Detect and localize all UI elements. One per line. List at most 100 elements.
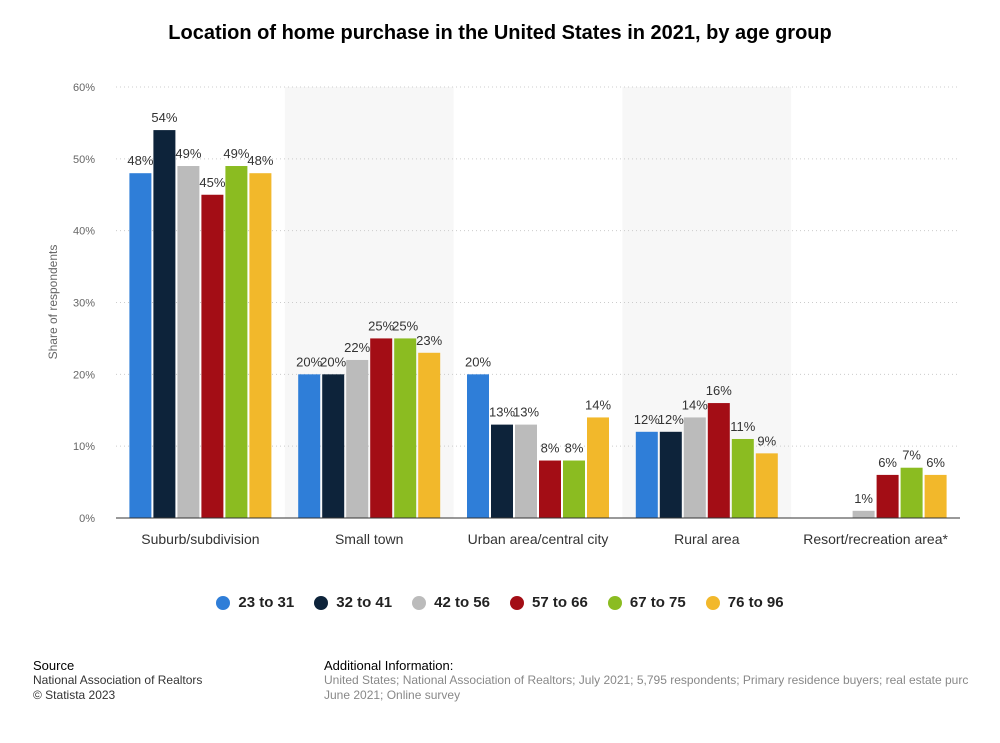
y-tick-label: 60% xyxy=(73,82,95,94)
bar xyxy=(346,359,369,518)
x-category-label: Resort/recreation area* xyxy=(803,531,948,547)
data-label: 22% xyxy=(344,340,370,355)
source-block: Source National Association of Realtors … xyxy=(33,658,202,703)
chart-plot: 0% 10% 20% 30% 40% 50% 60% Share of respondent… xyxy=(46,82,960,547)
additional-info-line: United States; National Association of R… xyxy=(324,673,969,687)
data-label: 25% xyxy=(392,318,418,333)
y-tick-label: 0% xyxy=(79,513,95,525)
bar xyxy=(852,510,875,518)
data-label: 20% xyxy=(320,354,346,369)
y-tick-label: 50% xyxy=(73,154,95,166)
legend-item[interactable]: 76 to 96 xyxy=(705,594,784,611)
bar xyxy=(249,173,272,518)
legend-item[interactable]: 57 to 66 xyxy=(510,594,588,611)
legend-label: 76 to 96 xyxy=(727,594,784,611)
data-label: 48% xyxy=(247,153,273,168)
bar xyxy=(515,424,537,518)
y-tick-label: 10% xyxy=(73,441,95,453)
legend-item[interactable]: 32 to 41 xyxy=(314,594,392,611)
data-label: 14% xyxy=(585,397,611,412)
data-label: 6% xyxy=(878,455,897,470)
y-tick-label: 30% xyxy=(73,298,95,310)
additional-info-heading: Additional Information: xyxy=(324,658,454,673)
data-label: 13% xyxy=(513,405,539,420)
data-label: 23% xyxy=(416,333,442,348)
legend-item[interactable]: 67 to 75 xyxy=(607,594,686,611)
bar xyxy=(731,438,754,518)
bar xyxy=(129,173,152,518)
x-category-label: Rural area xyxy=(674,531,740,547)
data-label: 49% xyxy=(223,146,249,161)
data-label: 25% xyxy=(368,318,394,333)
data-label: 13% xyxy=(489,405,515,420)
data-label: 8% xyxy=(541,441,560,456)
data-label: 16% xyxy=(706,383,732,398)
legend-item[interactable]: 42 to 56 xyxy=(412,594,490,611)
legend-label: 42 to 56 xyxy=(434,594,490,611)
legend-item[interactable]: 23 to 31 xyxy=(216,594,294,611)
x-category-label: Small town xyxy=(335,531,403,547)
legend-swatch-icon xyxy=(216,595,231,610)
data-label: 20% xyxy=(465,354,491,369)
copyright-line: © Statista 2023 xyxy=(33,688,116,702)
data-label: 11% xyxy=(730,419,755,434)
bar xyxy=(153,130,176,518)
y-axis-ticks: 0% 10% 20% 30% 40% 50% 60% xyxy=(73,82,95,525)
bar xyxy=(755,453,778,518)
data-label: 9% xyxy=(757,433,776,448)
bar xyxy=(177,166,200,518)
legend-swatch-icon xyxy=(314,595,329,610)
legend-swatch-icon xyxy=(705,595,720,610)
bar xyxy=(322,374,345,518)
legend-swatch-icon xyxy=(607,595,622,610)
bar xyxy=(418,352,441,518)
x-axis-categories: Suburb/subdivision Small town Urban area/c… xyxy=(141,531,948,547)
bar xyxy=(394,338,417,518)
data-label: 8% xyxy=(565,441,584,456)
data-labels: 48%54%49%45%49%48%20%20%22%25%25%23%20%1… xyxy=(127,110,945,506)
data-label: 14% xyxy=(682,397,708,412)
bar xyxy=(225,166,248,518)
bar xyxy=(924,474,947,518)
bar xyxy=(563,460,585,518)
bar xyxy=(491,424,513,518)
data-label: 6% xyxy=(926,455,945,470)
bar xyxy=(876,474,899,518)
bar xyxy=(659,431,682,518)
data-label: 20% xyxy=(296,354,322,369)
y-axis-label: Share of respondents xyxy=(46,245,60,360)
bar xyxy=(201,194,224,518)
legend-label: 23 to 31 xyxy=(238,594,295,611)
data-label: 48% xyxy=(127,153,153,168)
bar xyxy=(683,417,706,518)
bar xyxy=(707,403,730,518)
data-label: 12% xyxy=(658,412,684,427)
legend-swatch-icon xyxy=(510,595,524,610)
legend-label: 32 to 41 xyxy=(336,594,393,611)
legend-label: 57 to 66 xyxy=(532,594,588,611)
bar xyxy=(467,374,489,518)
additional-info-block: Additional Information: United States; N… xyxy=(324,658,1000,703)
data-label: 7% xyxy=(902,448,921,463)
legend: 23 to 31 32 to 41 42 to 56 57 to 66 67 to 75… xyxy=(0,594,1000,611)
source-heading: Source xyxy=(33,658,75,673)
bar xyxy=(587,417,609,518)
data-label: 45% xyxy=(199,175,225,190)
source-line: National Association of Realtors xyxy=(33,673,203,687)
bar xyxy=(370,338,393,518)
bar xyxy=(900,467,923,518)
x-category-label: Suburb/subdivision xyxy=(141,531,259,547)
legend-swatch-icon xyxy=(412,595,427,610)
data-label: 12% xyxy=(634,412,660,427)
bars xyxy=(129,130,947,518)
bar xyxy=(635,431,658,518)
legend-label: 67 to 75 xyxy=(629,594,686,611)
data-label: 49% xyxy=(175,146,201,161)
chart-title: Location of home purchase in the United … xyxy=(168,22,832,44)
additional-info-line: June 2021; Online survey xyxy=(324,688,461,702)
data-label: 54% xyxy=(151,110,177,125)
bar xyxy=(539,460,561,518)
y-tick-label: 20% xyxy=(73,369,95,381)
data-label: 1% xyxy=(854,491,873,506)
bar xyxy=(298,374,321,518)
